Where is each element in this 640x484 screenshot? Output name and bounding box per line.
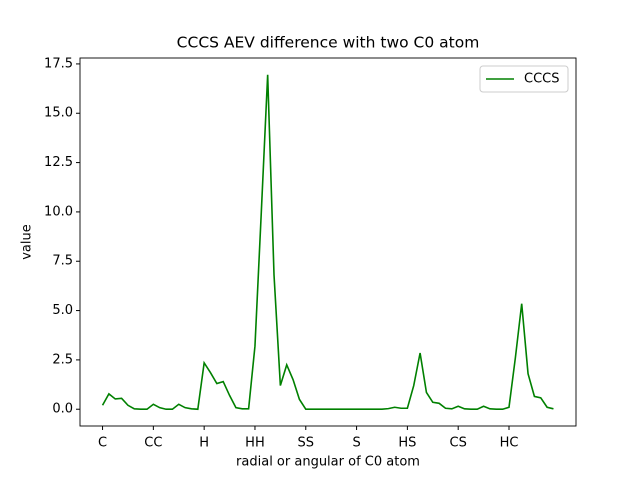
x-tick-label: CS bbox=[450, 436, 467, 451]
y-tick-label: 12.5 bbox=[44, 155, 73, 170]
y-tick-label: 7.5 bbox=[52, 254, 73, 269]
x-tick-label: CC bbox=[144, 436, 162, 451]
y-tick-label: 5.0 bbox=[52, 303, 73, 318]
x-tick-label: C bbox=[98, 436, 107, 451]
y-tick-label: 0.0 bbox=[52, 402, 73, 417]
y-tick-label: 17.5 bbox=[44, 56, 73, 71]
x-axis-label: radial or angular of C0 atom bbox=[236, 455, 420, 470]
x-tick-label: HC bbox=[500, 436, 519, 451]
x-tick-label: HH bbox=[245, 436, 265, 451]
data-line bbox=[101, 74, 554, 411]
plot-frame bbox=[79, 57, 577, 427]
y-tick-label: 2.5 bbox=[52, 352, 73, 367]
x-tick-label: H bbox=[199, 436, 209, 451]
chart-title: CCCS AEV difference with two C0 atom bbox=[177, 34, 480, 52]
x-tick-label: S bbox=[352, 436, 360, 451]
y-tick-label: 15.0 bbox=[44, 106, 73, 121]
y-axis-label: value bbox=[20, 224, 35, 260]
x-tick-label: HS bbox=[398, 436, 416, 451]
legend-label: CCCS bbox=[524, 72, 559, 87]
legend-box bbox=[479, 65, 569, 93]
x-tick-label: SS bbox=[298, 436, 315, 451]
y-tick-label: 10.0 bbox=[44, 204, 73, 219]
